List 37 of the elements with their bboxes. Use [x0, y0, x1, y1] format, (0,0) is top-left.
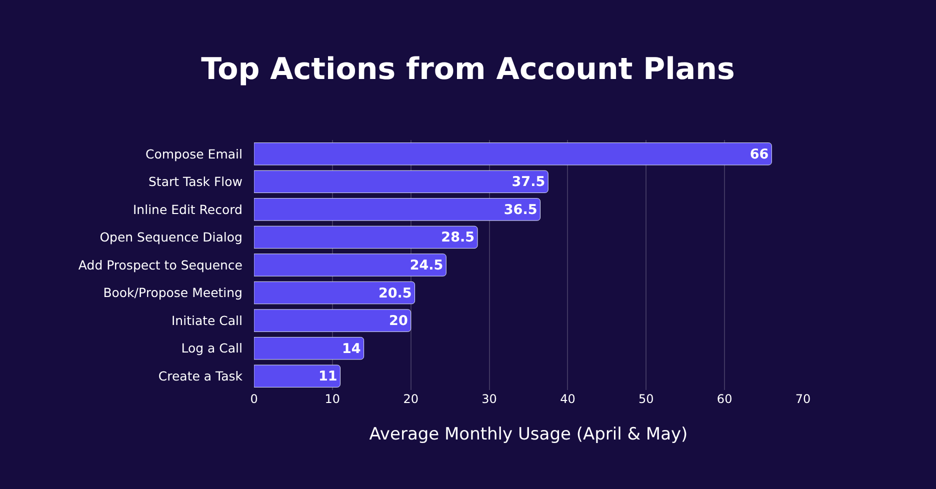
y-tick-label: Book/Propose Meeting	[103, 285, 242, 300]
y-tick-label: Create a Task	[158, 368, 244, 384]
y-tick-label: Log a Call	[181, 340, 242, 356]
bar	[254, 142, 772, 166]
y-tick-label: Inline Edit Record	[132, 202, 242, 217]
bar	[254, 364, 341, 388]
x-tick-label: 70	[795, 392, 811, 406]
y-tick-label: Open Sequence Dialog	[100, 230, 242, 245]
x-tick-label: 40	[560, 392, 576, 406]
x-tick-label: 20	[403, 392, 418, 406]
x-tick-label: 30	[482, 392, 497, 406]
data-label: 66	[750, 146, 769, 162]
data-label: 14	[342, 340, 361, 357]
y-tick-label: Add Prospect to Sequence	[78, 257, 243, 272]
data-label: 28.5	[441, 230, 474, 246]
bar	[254, 281, 416, 304]
x-tick-label: 10	[324, 392, 340, 406]
data-label: 11	[318, 368, 338, 385]
data-label: 20.5	[378, 285, 412, 302]
data-label: 24.5	[410, 258, 444, 274]
x-tick-label: 50	[638, 392, 654, 406]
x-tick-label: 60	[716, 392, 732, 406]
y-tick-label: Start Task Flow	[148, 174, 242, 190]
x-axis-title: Average Monthly Usage (April & May)	[369, 424, 688, 444]
bar	[254, 254, 446, 276]
bar	[254, 336, 364, 360]
data-label: 36.5	[504, 202, 538, 218]
y-tick-label: Compose Email	[146, 146, 242, 162]
bar	[254, 309, 412, 332]
bar	[254, 226, 478, 249]
y-tick-label: Initiate Call	[171, 312, 242, 328]
x-tick-label: 0	[250, 392, 258, 406]
bar	[254, 198, 541, 221]
data-label: 20	[389, 313, 408, 330]
bar	[254, 170, 548, 194]
chart-title: Top Actions from Account Plans	[201, 52, 735, 87]
data-label: 37.5	[512, 174, 546, 190]
